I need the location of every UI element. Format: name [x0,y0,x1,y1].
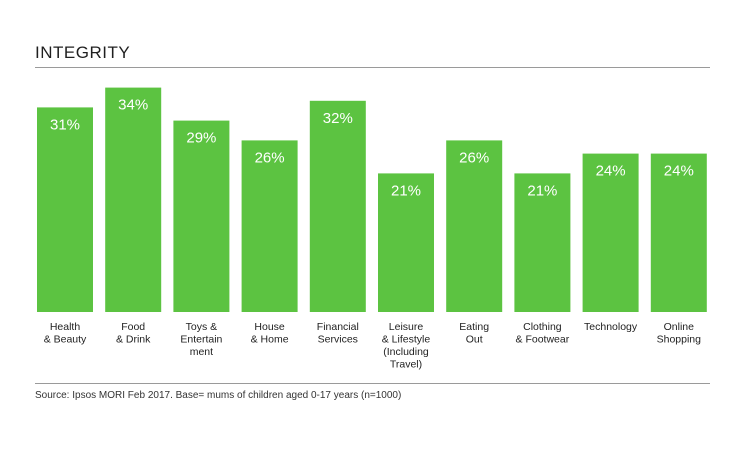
bar-4 [309,100,366,312]
value-label-0: 31% [50,116,80,133]
category-label-line: Clothing [523,321,562,333]
bar-5 [378,173,434,312]
value-label-4: 32% [323,110,353,127]
category-label-9: Online Shopping [657,321,702,346]
value-label-2: 29% [186,130,216,147]
value-label-5: 21% [391,182,421,199]
category-label-5: Leisure & Lifestyle (Including Travel) [382,321,431,371]
category-label-line: Out [466,334,483,346]
category-label-line: Eating [459,321,489,333]
category-label-7: Clothing & Footwear [516,321,570,346]
category-label-3: House & Home [251,321,289,346]
value-label-9: 24% [664,163,694,180]
bar-1 [105,87,162,312]
category-label-2: Toys & Entertain ment [180,321,222,358]
value-label-1: 34% [118,97,148,114]
chart-title: INTEGRITY [35,43,131,62]
value-label-8: 24% [596,163,626,180]
title-divider [35,67,710,68]
category-label-line: Toys & [186,321,218,333]
category-label-4: Financial Services [317,321,359,346]
category-label-line: Financial [317,321,359,333]
category-label-line: Leisure [389,321,424,333]
bar-3 [241,140,298,312]
value-label-7: 21% [527,182,557,199]
category-label-line: & Drink [116,334,151,346]
category-label-line: Entertain [180,334,222,346]
bar-8 [582,153,639,312]
category-label-6: Eating Out [459,321,489,346]
category-label-line: & Home [251,334,289,346]
bar-0 [37,107,93,313]
bar-7 [514,173,571,312]
value-label-3: 26% [255,149,285,166]
category-label-line: Food [121,321,145,333]
category-label-line: Health [50,321,81,333]
category-label-line: Technology [584,321,638,333]
category-label-1: Food & Drink [116,321,151,346]
bar-chart: 31% Health & Beauty 34% Food & Drink 29% Toys &… [37,87,707,371]
category-label-line: ment [190,346,213,358]
category-label-line: & Beauty [44,334,87,346]
category-label-line: Travel) [390,359,422,371]
category-label-line: Services [318,334,358,346]
category-label-0: Health & Beauty [44,321,87,346]
category-label-line: Online [664,321,695,333]
bar-2 [173,120,230,312]
category-label-line: Shopping [657,334,702,346]
footer-divider [35,383,710,384]
category-label-line: (Including [383,346,429,358]
category-label-line: & Lifestyle [382,334,431,346]
source-note: Source: Ipsos MORI Feb 2017. Base= mums … [35,390,402,401]
category-label-line: & Footwear [516,334,570,346]
category-label-8: Technology [584,321,638,333]
category-label-line: House [254,321,285,333]
bar-6 [446,140,503,312]
value-label-6: 26% [459,149,489,166]
bar-9 [650,153,707,312]
